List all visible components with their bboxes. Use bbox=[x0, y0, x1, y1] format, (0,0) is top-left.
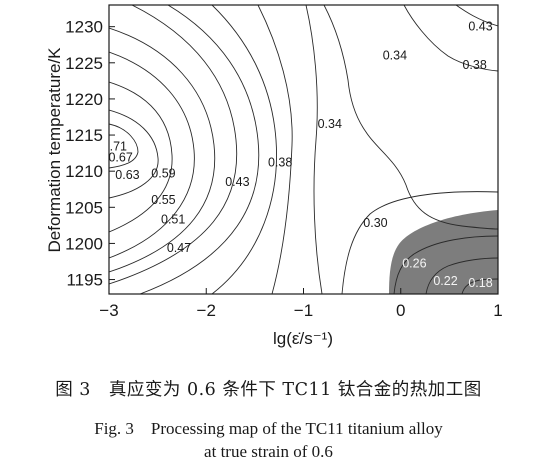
contour-value-label: 0.71 bbox=[103, 140, 127, 154]
contour-0.51 bbox=[109, 5, 238, 285]
contour-0.59 bbox=[109, 51, 195, 259]
contour-0.43 bbox=[211, 5, 277, 294]
x-axis-ticks: −3 −2 −1 0 1 bbox=[99, 288, 503, 320]
contour-value-label: 0.59 bbox=[151, 166, 175, 180]
contour-0.43-top-right bbox=[455, 5, 498, 27]
contour-value-label: 0.18 bbox=[468, 276, 492, 290]
contour-value-label: 0.43 bbox=[225, 175, 249, 189]
y-axis-ticks: 1195 1200 1205 1210 1215 1220 1225 1230 bbox=[65, 18, 115, 290]
y-axis-label: Deformation temperature/K bbox=[45, 47, 64, 253]
contour-value-label: 0.47 bbox=[167, 241, 191, 255]
y-tick-label: 1195 bbox=[66, 271, 103, 290]
y-tick-label: 1205 bbox=[65, 198, 103, 217]
x-tick-label: −3 bbox=[99, 301, 118, 320]
contour-0.71 bbox=[109, 123, 139, 169]
instability-region bbox=[389, 210, 498, 294]
contour-labels: 0.43 0.34 0.38 0.34 0.71 0.38 0.67 0.63 0.59 0.43… bbox=[103, 20, 493, 290]
contour-value-label: 0.51 bbox=[161, 213, 185, 227]
contour-lines bbox=[109, 5, 498, 294]
contour-value-label: 0.38 bbox=[462, 58, 486, 72]
x-tick-label: −1 bbox=[294, 301, 313, 320]
figure-caption-english-line2: at true strain of 0.6 bbox=[204, 442, 333, 461]
contour-0.63 bbox=[109, 81, 173, 233]
contour-value-label: 0.30 bbox=[363, 216, 387, 230]
contour-0.26 bbox=[393, 235, 498, 294]
contour-value-label: 0.43 bbox=[468, 20, 492, 34]
x-tick-label: 1 bbox=[493, 301, 502, 320]
contour-0.55 bbox=[109, 27, 216, 273]
contour-0.30 bbox=[341, 191, 498, 294]
contour-value-label: 0.34 bbox=[318, 117, 342, 131]
contour-value-label: 0.55 bbox=[151, 193, 175, 207]
x-tick-label: −2 bbox=[197, 301, 216, 320]
y-tick-label: 1215 bbox=[65, 126, 103, 145]
contour-0.47 bbox=[139, 5, 260, 294]
y-tick-label: 1230 bbox=[65, 18, 103, 37]
figure-caption-chinese: 图 3 真应变为 0.6 条件下 TC11 钛合金的热加工图 bbox=[55, 380, 482, 400]
contour-value-label: 0.26 bbox=[402, 257, 426, 271]
contour-0.18 bbox=[461, 278, 498, 294]
y-tick-label: 1225 bbox=[65, 54, 103, 73]
contour-0.67 bbox=[109, 109, 159, 199]
x-tick-label: 0 bbox=[396, 301, 405, 320]
y-tick-label: 1210 bbox=[65, 162, 103, 181]
contour-value-label: 0.67 bbox=[108, 150, 132, 164]
contour-value-label: 0.38 bbox=[268, 156, 292, 170]
figure-caption-english-line1: Fig. 3 Processing map of the TC11 titani… bbox=[94, 419, 443, 438]
contour-value-label: 0.22 bbox=[433, 274, 457, 288]
y-tick-label: 1200 bbox=[65, 234, 103, 253]
contour-0.34-left bbox=[305, 5, 323, 294]
contour-value-label: 0.63 bbox=[115, 168, 139, 182]
x-axis-label: lg(ε̇/s⁻¹) bbox=[273, 329, 333, 348]
contour-0.34-right bbox=[323, 5, 498, 230]
contour-0.38-top-right bbox=[403, 5, 498, 72]
contour-0.38 bbox=[257, 5, 293, 294]
y-tick-label: 1220 bbox=[65, 90, 103, 109]
contour-value-label: 0.34 bbox=[383, 49, 407, 63]
contour-0.22 bbox=[425, 257, 498, 294]
